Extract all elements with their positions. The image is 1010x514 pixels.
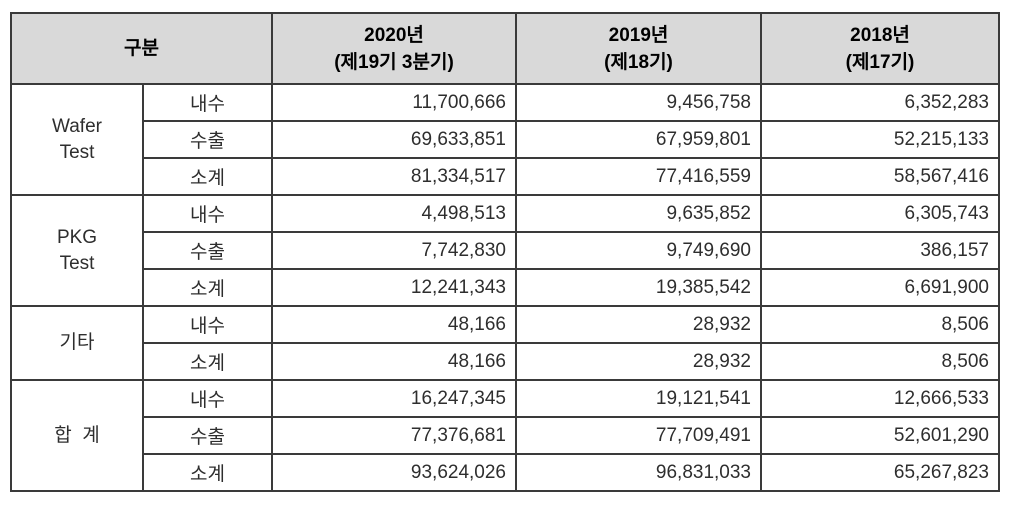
table-row: 소계 93,624,026 96,831,033 65,267,823 (11, 453, 1000, 492)
value-cell: 16,247,345 (271, 379, 517, 418)
table-row: Wafer Test 내수 11,700,666 9,456,758 6,352… (10, 83, 1000, 196)
value-cell: 19,121,541 (515, 379, 762, 418)
value-cell: 93,624,026 (271, 453, 517, 492)
table-row: 기타 내수 48,166 28,932 8,506 (10, 305, 1000, 381)
value-cell: 67,959,801 (515, 120, 762, 159)
row-type-cell: 내수 (142, 194, 273, 233)
value-cell: 48,166 (271, 342, 517, 381)
sales-breakdown-table: 구분 2020년 (제19기 3분기) 2019년 (제18기) 2018년 (… (10, 12, 1000, 492)
value-cell: 6,305,743 (760, 194, 1000, 233)
row-type-cell: 소계 (142, 268, 273, 307)
row-type-cell: 수출 (142, 120, 273, 159)
header-year-2020-line1: 2020년 (364, 24, 424, 46)
row-type-cell: 내수 (142, 305, 273, 344)
value-cell: 28,932 (515, 342, 762, 381)
header-category: 구분 (10, 12, 273, 85)
group-label-pkg-test: PKG Test (10, 194, 144, 307)
value-cell: 386,157 (760, 231, 1000, 270)
row-type-cell: 내수 (142, 83, 273, 122)
value-cell: 52,215,133 (760, 120, 1000, 159)
header-year-2019: 2019년 (제18기) (515, 12, 762, 85)
row-type-cell: 수출 (142, 416, 273, 455)
header-year-2018-line2: (제17기) (845, 51, 915, 73)
group-label-total: 합 계 (10, 379, 144, 492)
header-year-2020: 2020년 (제19기 3분기) (271, 12, 517, 85)
table-row: 수출 69,633,851 67,959,801 52,215,133 (11, 120, 1000, 159)
value-cell: 12,241,343 (271, 268, 517, 307)
group-label-etc: 기타 (10, 305, 144, 381)
value-cell: 8,506 (760, 305, 1000, 344)
value-cell: 65,267,823 (760, 453, 1000, 492)
value-cell: 69,633,851 (271, 120, 517, 159)
value-cell: 81,334,517 (271, 157, 517, 196)
header-year-2018: 2018년 (제17기) (760, 12, 1000, 85)
value-cell: 9,635,852 (515, 194, 762, 233)
value-cell: 12,666,533 (760, 379, 1000, 418)
header-year-2019-line2: (제18기) (604, 51, 673, 73)
header-year-2018-line1: 2018년 (850, 24, 910, 46)
group-label-wafer-test: Wafer Test (10, 83, 144, 196)
value-cell: 7,742,830 (271, 231, 517, 270)
table-row: 합 계 내수 16,247,345 19,121,541 12,666,533 (10, 379, 1000, 492)
value-cell: 9,456,758 (515, 83, 762, 122)
table-row: 소계 81,334,517 77,416,559 58,567,416 (11, 157, 1000, 196)
table-row: 수출 7,742,830 9,749,690 386,157 (11, 231, 1000, 270)
row-type-cell: 소계 (142, 157, 273, 196)
value-cell: 19,385,542 (515, 268, 762, 307)
table-row: 소계 12,241,343 19,385,542 6,691,900 (11, 268, 1000, 307)
table-row: PKG Test 내수 4,498,513 9,635,852 6,305,74… (10, 194, 1000, 307)
value-cell: 52,601,290 (760, 416, 1000, 455)
row-type-cell: 수출 (142, 231, 273, 270)
row-type-cell: 소계 (142, 453, 273, 492)
value-cell: 6,691,900 (760, 268, 1000, 307)
table-header-row: 구분 2020년 (제19기 3분기) 2019년 (제18기) 2018년 (… (10, 12, 1000, 85)
value-cell: 48,166 (271, 305, 517, 344)
row-type-cell: 내수 (142, 379, 273, 418)
value-cell: 77,709,491 (515, 416, 762, 455)
value-cell: 9,749,690 (515, 231, 762, 270)
value-cell: 96,831,033 (515, 453, 762, 492)
value-cell: 6,352,283 (760, 83, 1000, 122)
value-cell: 4,498,513 (271, 194, 517, 233)
value-cell: 8,506 (760, 342, 1000, 381)
value-cell: 58,567,416 (760, 157, 1000, 196)
value-cell: 77,416,559 (515, 157, 762, 196)
value-cell: 28,932 (515, 305, 762, 344)
table-row: 수출 77,376,681 77,709,491 52,601,290 (11, 416, 1000, 455)
header-year-2019-line1: 2019년 (608, 24, 669, 46)
header-year-2020-line2: (제19기 3분기) (334, 51, 454, 73)
value-cell: 77,376,681 (271, 416, 517, 455)
value-cell: 11,700,666 (271, 83, 517, 122)
table-row: 소계 48,166 28,932 8,506 (11, 342, 1000, 381)
row-type-cell: 소계 (142, 342, 273, 381)
